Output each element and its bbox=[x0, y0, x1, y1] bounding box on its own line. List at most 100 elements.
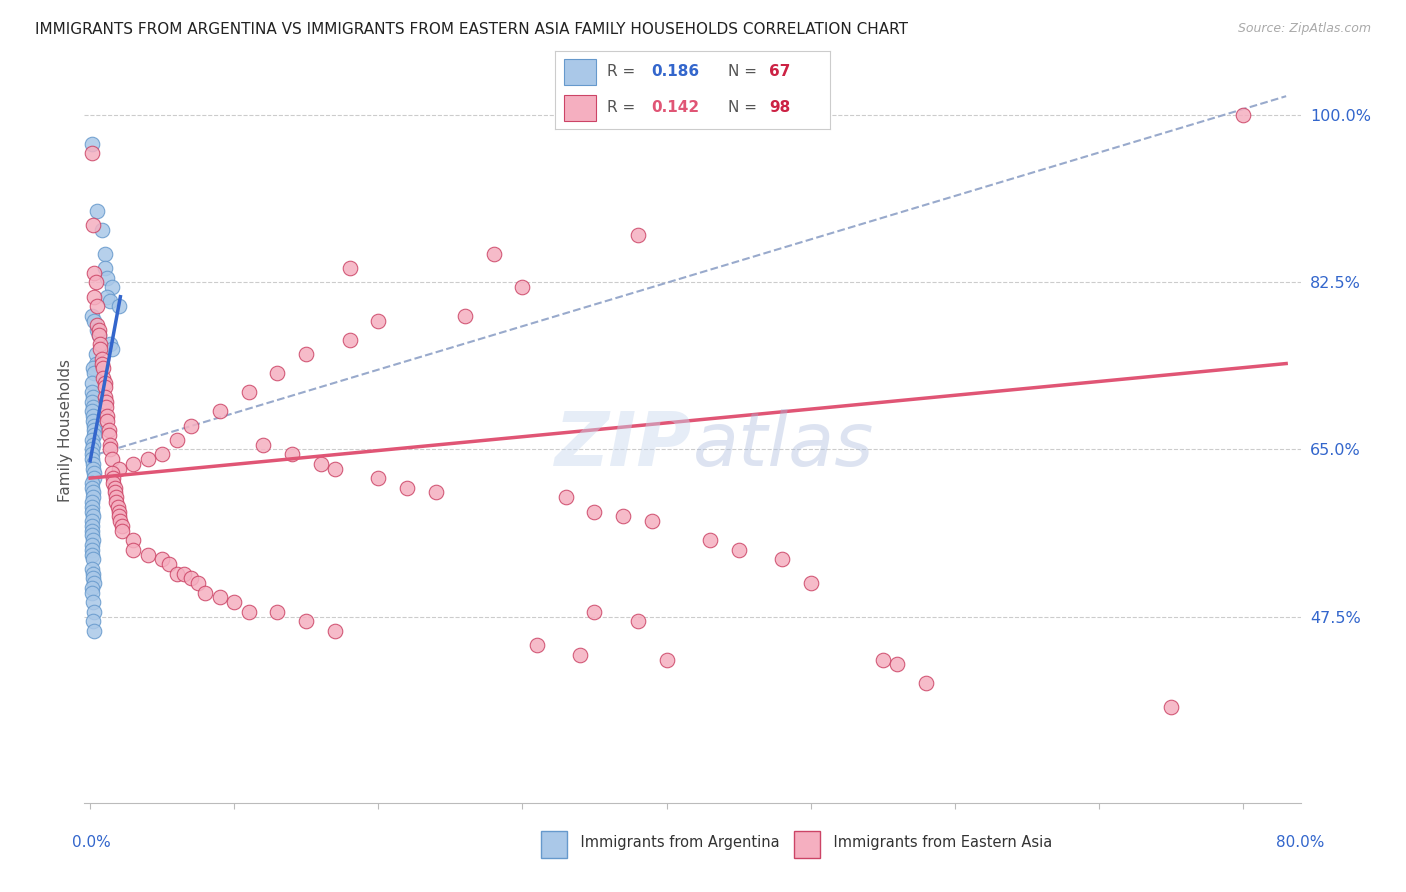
Point bbox=[111, 524, 134, 538]
Point bbox=[150, 552, 173, 566]
Point bbox=[612, 509, 634, 524]
Point bbox=[80, 538, 103, 552]
Point bbox=[82, 218, 104, 232]
Point bbox=[122, 457, 145, 471]
Point bbox=[94, 394, 117, 409]
Point bbox=[886, 657, 908, 672]
Point bbox=[105, 495, 128, 509]
Point bbox=[80, 475, 103, 490]
Text: IMMIGRANTS FROM ARGENTINA VS IMMIGRANTS FROM EASTERN ASIA FAMILY HOUSEHOLDS CORR: IMMIGRANTS FROM ARGENTINA VS IMMIGRANTS … bbox=[35, 22, 908, 37]
FancyBboxPatch shape bbox=[564, 95, 596, 121]
Text: Immigrants from Eastern Asia: Immigrants from Eastern Asia bbox=[815, 836, 1053, 850]
Point bbox=[82, 533, 104, 548]
Point bbox=[224, 595, 246, 609]
Point bbox=[83, 605, 105, 619]
Point bbox=[80, 519, 103, 533]
Point bbox=[80, 581, 103, 595]
Text: 67: 67 bbox=[769, 63, 790, 78]
Point bbox=[90, 351, 112, 366]
Point bbox=[655, 652, 678, 666]
Point bbox=[111, 519, 134, 533]
Point bbox=[80, 404, 103, 418]
Point bbox=[1232, 108, 1254, 122]
Point bbox=[100, 467, 122, 481]
Text: N =: N = bbox=[728, 63, 762, 78]
Point bbox=[110, 514, 132, 528]
Point bbox=[157, 557, 180, 571]
Point bbox=[107, 500, 129, 514]
Point bbox=[641, 514, 664, 528]
Point bbox=[82, 438, 104, 452]
Point bbox=[98, 294, 121, 309]
Point bbox=[80, 504, 103, 518]
Point bbox=[96, 270, 118, 285]
Point bbox=[83, 428, 105, 442]
Point bbox=[82, 571, 104, 585]
Point bbox=[187, 576, 209, 591]
Point bbox=[91, 371, 114, 385]
Point bbox=[83, 624, 105, 638]
Point bbox=[97, 428, 120, 442]
Point bbox=[80, 562, 103, 576]
Point bbox=[83, 471, 105, 485]
Point bbox=[80, 452, 103, 467]
Point bbox=[101, 471, 124, 485]
Point bbox=[98, 337, 121, 351]
Point bbox=[309, 457, 332, 471]
Point bbox=[83, 418, 105, 433]
Point bbox=[86, 318, 108, 333]
Point bbox=[136, 452, 159, 467]
Point bbox=[150, 447, 173, 461]
Point bbox=[87, 323, 110, 337]
Text: 80.0%: 80.0% bbox=[1277, 836, 1324, 850]
Text: R =: R = bbox=[607, 100, 641, 115]
Point bbox=[1160, 700, 1182, 714]
Point bbox=[86, 299, 108, 313]
Text: N =: N = bbox=[728, 100, 762, 115]
Point bbox=[339, 261, 361, 276]
Text: 0.0%: 0.0% bbox=[72, 836, 111, 850]
Point bbox=[87, 327, 110, 342]
Point bbox=[83, 424, 105, 438]
Point bbox=[105, 490, 128, 504]
Point bbox=[93, 376, 115, 390]
Point bbox=[82, 595, 104, 609]
Point bbox=[83, 467, 105, 481]
Text: atlas: atlas bbox=[693, 409, 875, 482]
Point bbox=[323, 624, 346, 638]
Point bbox=[872, 652, 894, 666]
Text: Immigrants from Argentina: Immigrants from Argentina bbox=[562, 836, 780, 850]
Point bbox=[80, 433, 103, 447]
Point bbox=[281, 447, 304, 461]
Point bbox=[82, 490, 104, 504]
Point bbox=[80, 585, 103, 599]
Point bbox=[80, 394, 103, 409]
Point bbox=[83, 266, 105, 280]
Text: Source: ZipAtlas.com: Source: ZipAtlas.com bbox=[1237, 22, 1371, 36]
Point bbox=[101, 475, 124, 490]
Point bbox=[80, 514, 103, 528]
Point bbox=[84, 276, 107, 290]
Point bbox=[80, 385, 103, 400]
Point bbox=[122, 542, 145, 557]
Point bbox=[96, 414, 118, 428]
Point bbox=[367, 313, 389, 327]
Point bbox=[238, 385, 260, 400]
Point bbox=[80, 548, 103, 562]
Point bbox=[80, 146, 103, 161]
Point bbox=[166, 433, 188, 447]
Point bbox=[80, 524, 103, 538]
Point bbox=[454, 309, 477, 323]
Point bbox=[108, 461, 131, 475]
Point bbox=[82, 485, 104, 500]
Point bbox=[208, 591, 231, 605]
Point bbox=[136, 548, 159, 562]
Point bbox=[93, 261, 115, 276]
Point bbox=[83, 366, 105, 380]
Point bbox=[583, 504, 606, 518]
Point bbox=[82, 566, 104, 581]
Point bbox=[89, 343, 111, 357]
Point bbox=[93, 380, 115, 394]
Point bbox=[90, 223, 112, 237]
Point bbox=[82, 400, 104, 414]
